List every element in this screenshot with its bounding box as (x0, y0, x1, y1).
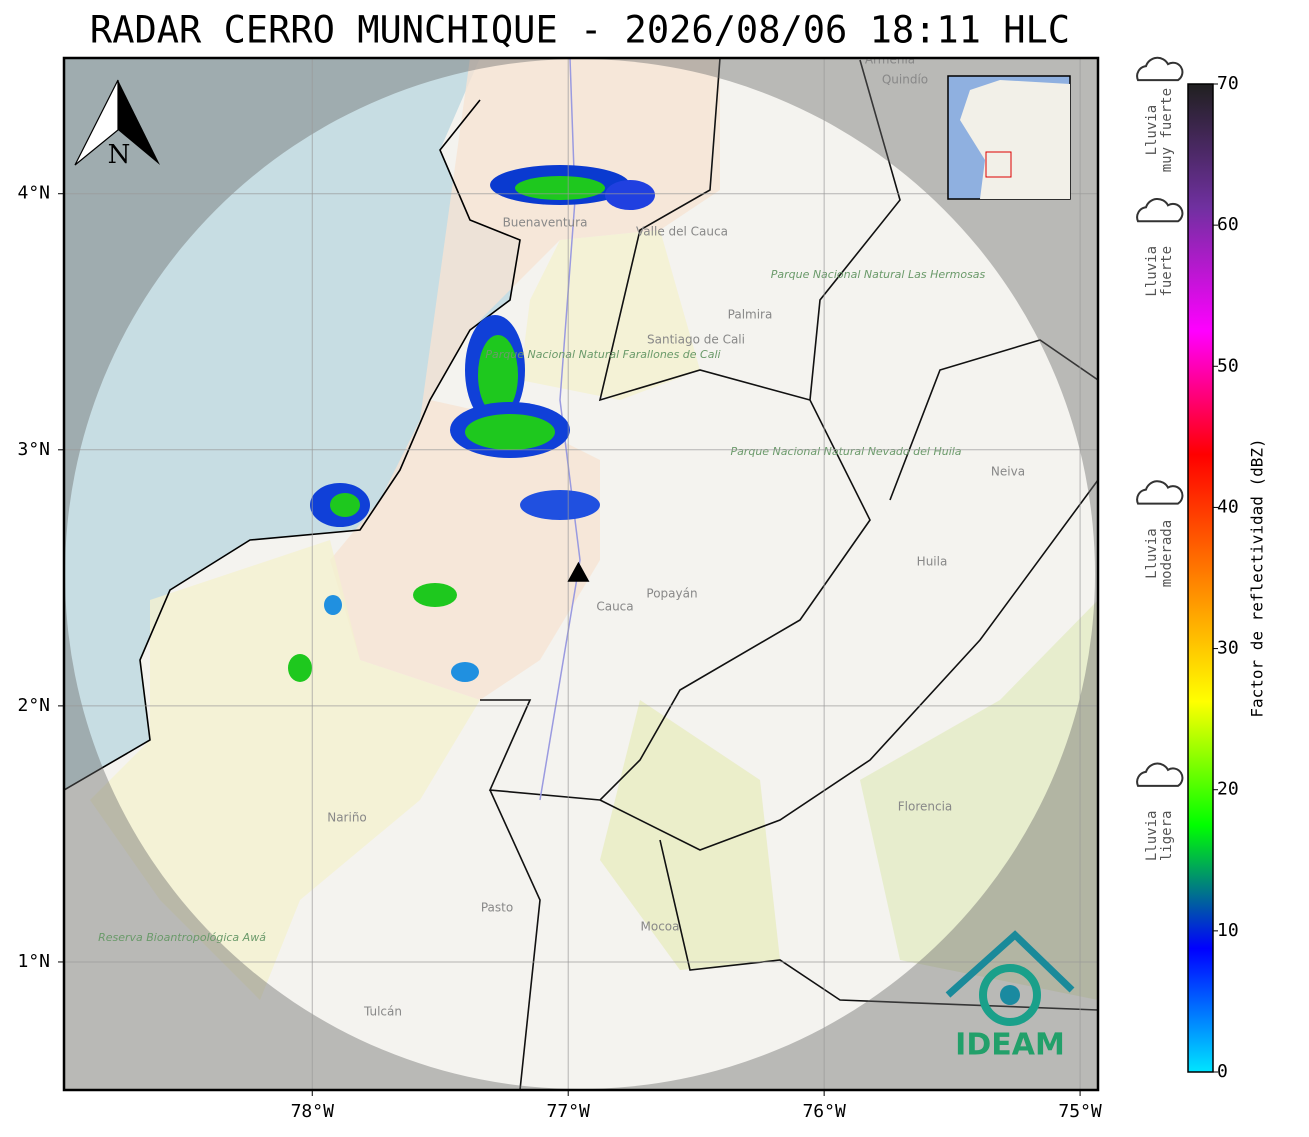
radar-site (567, 561, 590, 582)
rain-icon (1136, 56, 1184, 82)
legend-text: Lluvia (1144, 528, 1160, 579)
legend-text: Lluvia (1144, 246, 1160, 297)
narino-region (90, 540, 480, 1000)
coastline (64, 99, 521, 791)
x-tick-label: 78°W (291, 1101, 335, 1122)
title: RADAR CERRO MUNCHIQUE - 2026/08/06 18:11… (90, 9, 1070, 52)
y-tick-label: 2°N (17, 695, 50, 716)
place-label: Cauca (596, 600, 633, 614)
place-label: Pasto (481, 901, 513, 915)
axis-ticks: 78°W 77°W 76°W 75°W 1°N 2°N 3°N 4°N (17, 183, 1101, 1122)
place-label: Valle del Cauca (636, 225, 728, 239)
logo-text: IDEAM (955, 1028, 1065, 1063)
x-tick-label: 77°W (547, 1101, 591, 1122)
place-label: Neiva (991, 465, 1025, 479)
y-tick-label: 4°N (17, 183, 50, 204)
rain-icon (1136, 762, 1184, 787)
putumayo-region (600, 700, 780, 970)
colorbar: 0 10 20 30 40 50 60 70 Factor de reflectividad (… (1187, 73, 1267, 1082)
caqueta-region (860, 600, 1098, 1000)
legend-text: Lluvia (1144, 811, 1160, 862)
place-label: Popayán (646, 587, 697, 601)
rain-icon (1136, 198, 1184, 223)
colorbar-scale (1187, 83, 1214, 1073)
grid (64, 58, 1098, 1090)
y-tick-label: 3°N (17, 439, 50, 460)
legend-text: ligera (1159, 811, 1175, 862)
x-tick-label: 76°W (802, 1101, 846, 1122)
frame (62, 56, 1100, 1092)
colorbar-tick-label: 60 (1217, 214, 1239, 235)
rain-icon (1136, 480, 1184, 505)
x-tick-label: 75°W (1058, 1101, 1102, 1122)
place-label: Mocoa (641, 920, 680, 934)
north-label: N (108, 140, 131, 170)
place-label: Armenia (865, 53, 915, 67)
colorbar-tick-label: 70 (1217, 73, 1239, 94)
place-label: Parque Nacional Natural Farallones de Ca… (485, 348, 720, 361)
place-label: Reserva Bioantropológica Awá (98, 931, 266, 944)
place-label: Parque Nacional Natural Las Hermosas (771, 268, 986, 281)
borders (480, 58, 1098, 1090)
legend-text: muy fuerte (1159, 88, 1175, 172)
colorbar-tick-label: 40 (1217, 496, 1239, 517)
legend-text: Lluvia (1144, 105, 1160, 156)
map-area: Buenaventura Valle del Cauca Palmira Santia… (64, 53, 1098, 1090)
sea (64, 58, 520, 790)
north-arrow: N (74, 79, 160, 170)
colorbar-tick-label: 50 (1217, 355, 1239, 376)
river (539, 58, 581, 801)
legend-text: fuerte (1159, 246, 1175, 297)
valle-region (520, 230, 700, 400)
colorbar-tick-label: 0 (1217, 1061, 1228, 1082)
place-label: Palmira (728, 308, 773, 322)
ideam-logo: IDEAM (945, 930, 1075, 1063)
place-label: Florencia (898, 800, 953, 814)
colorbar-label: Factor de reflectividad (dBZ) (1248, 438, 1267, 717)
legend-text: moderada (1159, 520, 1175, 587)
y-tick-label: 1°N (17, 951, 50, 972)
inset-map (947, 75, 1071, 200)
colorbar-tick-label: 20 (1217, 779, 1239, 800)
place-label: Parque Nacional Natural Nevado del Huila (730, 445, 961, 458)
cauca-region (330, 58, 720, 700)
place-label: Quindío (882, 73, 928, 87)
colorbar-tick-label: 30 (1217, 638, 1239, 659)
place-label: Santiago de Cali (647, 333, 745, 347)
colorbar-tick-label: 10 (1217, 920, 1239, 941)
place-label: Tulcán (363, 1005, 402, 1019)
place-label: Huila (917, 555, 948, 569)
place-label: Buenaventura (503, 216, 588, 230)
place-label: Nariño (327, 811, 367, 825)
